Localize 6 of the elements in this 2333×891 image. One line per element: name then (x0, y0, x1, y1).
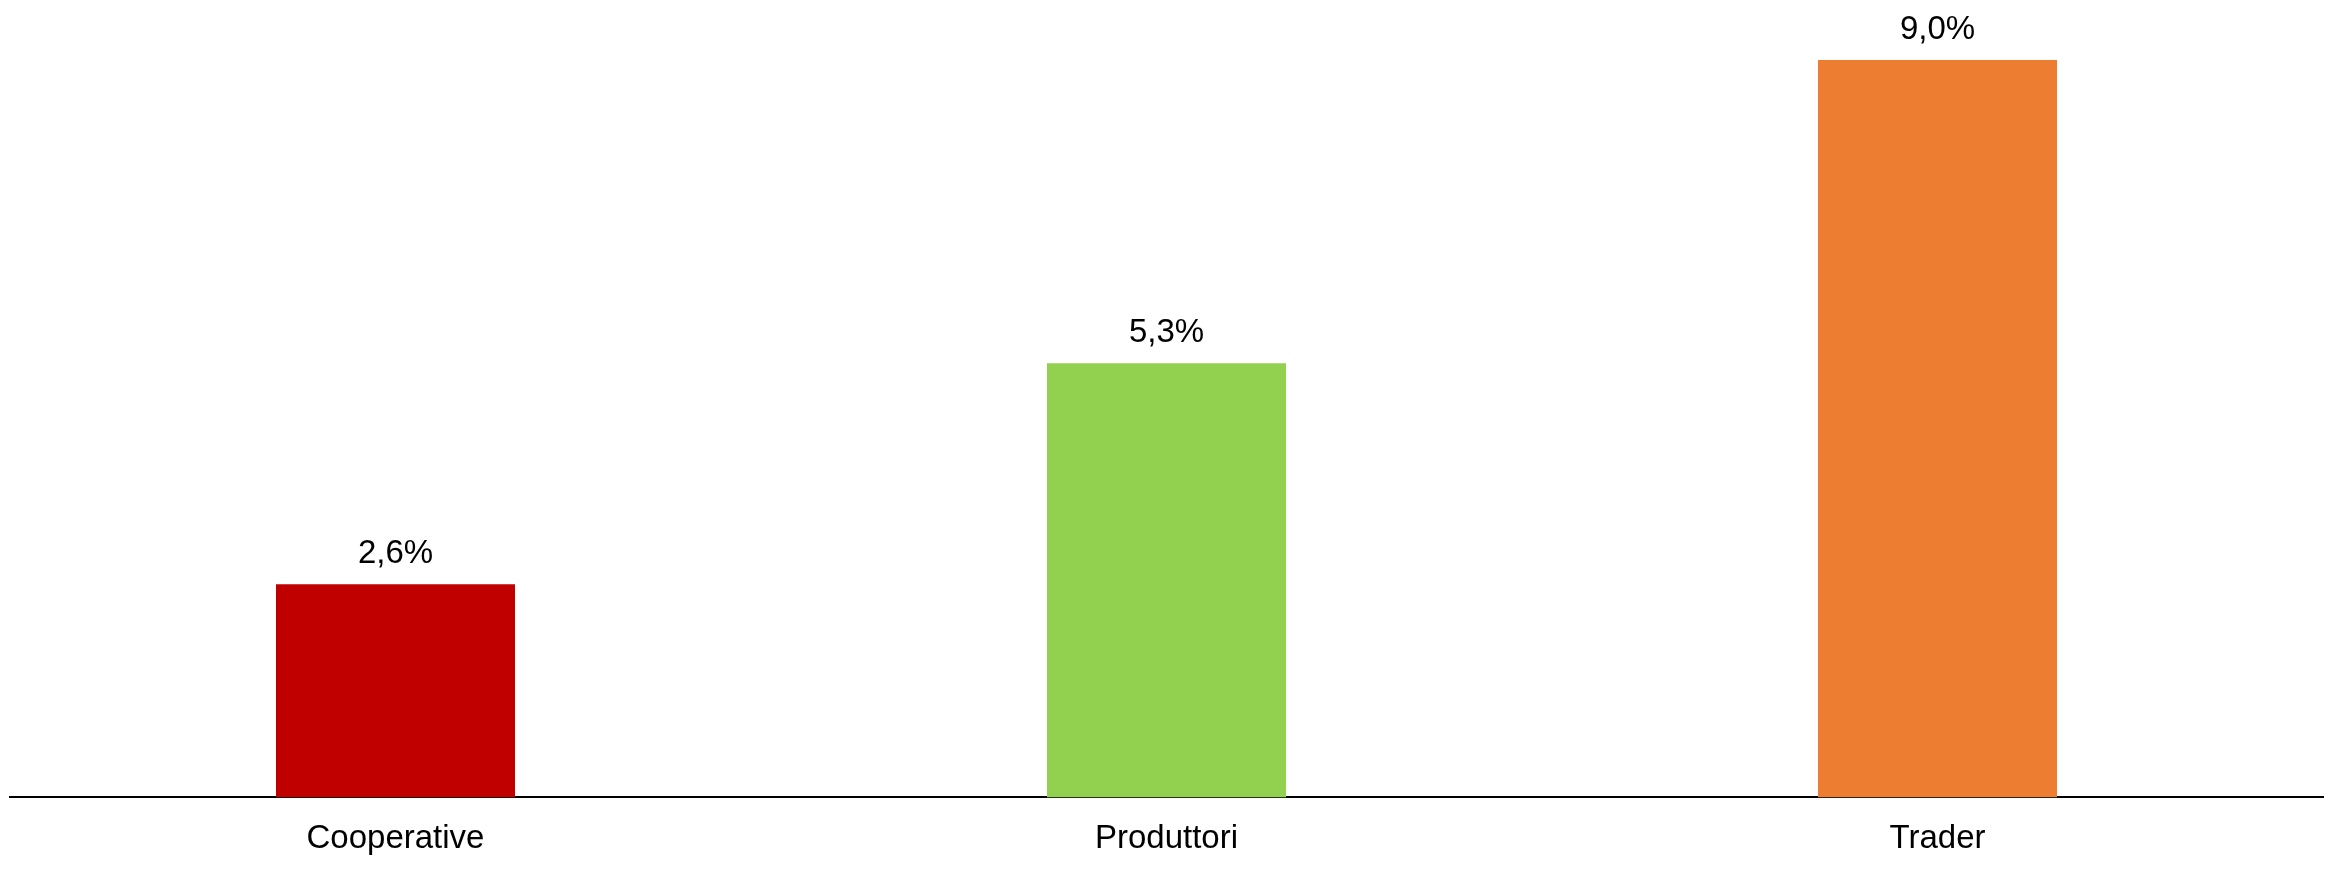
x-tick-label: Trader (1889, 818, 1986, 856)
data-label: 9,0% (1899, 8, 1976, 46)
x-tick-label: Cooperative (306, 818, 485, 856)
data-label: 2,6% (357, 532, 434, 570)
data-label: 5,3% (1128, 311, 1205, 349)
x-tick-label: Produttori (1094, 818, 1239, 856)
